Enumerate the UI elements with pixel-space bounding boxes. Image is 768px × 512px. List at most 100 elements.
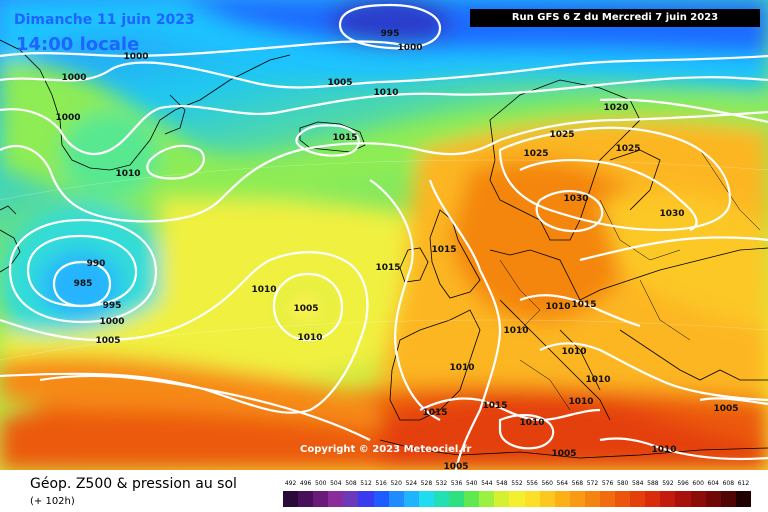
- isobar-label: 1005: [95, 336, 121, 346]
- color-scale-swatch: [615, 491, 631, 507]
- color-scale-swatch: [539, 491, 555, 507]
- forecast-date: Dimanche 11 juin 2023: [14, 12, 195, 28]
- isobar-label: 1010: [373, 88, 399, 98]
- color-scale-swatch: [494, 491, 510, 507]
- color-scale-swatch: [388, 491, 404, 507]
- isobar-label: 995: [102, 301, 122, 311]
- isobar-label: 1010: [503, 326, 529, 336]
- color-scale-label: 592: [662, 480, 674, 487]
- isobar-label: 1005: [293, 304, 319, 314]
- isobar-label: 1005: [551, 449, 577, 459]
- color-scale-label: 588: [647, 480, 659, 487]
- color-scale-swatch: [464, 491, 480, 507]
- isobar-label: 1015: [375, 263, 401, 273]
- isobar-label: 1015: [482, 401, 508, 411]
- color-scale-labels: 492 496 500 504 508 512 516 520 524 528 532 536 540 5…: [283, 480, 751, 490]
- color-scale-swatch: [660, 491, 676, 507]
- color-scale-swatch: [554, 491, 570, 507]
- geopotential-field: [0, 0, 768, 470]
- color-scale-label: 596: [677, 480, 689, 487]
- isobar-label: 1010: [545, 302, 571, 312]
- color-scale-swatch: [524, 491, 540, 507]
- color-scale-label: 568: [571, 480, 584, 487]
- copyright-notice: Copyright © 2023 Meteociel.fr: [300, 444, 472, 455]
- isobar-label: 1010: [651, 445, 677, 455]
- color-scale-label: 520: [390, 480, 402, 487]
- isobar-label: 1010: [449, 363, 475, 373]
- isobar-label: 1010: [115, 169, 141, 179]
- color-scale-swatch: [328, 491, 344, 507]
- color-scale-label: 500: [315, 480, 327, 487]
- color-scale-label: 512: [360, 480, 372, 487]
- isobar-label: 1015: [422, 408, 448, 418]
- color-scale-swatch: [569, 491, 585, 507]
- color-scale-swatch: [283, 491, 299, 507]
- color-scale-label: 536: [450, 480, 463, 487]
- color-scale-label: 544: [481, 480, 493, 487]
- isobars: [0, 3, 768, 470]
- color-scale-label: 492: [284, 480, 297, 487]
- color-scale-label: 604: [707, 480, 719, 487]
- weather-map: [0, 0, 768, 470]
- color-scale-label: 496: [299, 480, 312, 487]
- isobar-label: 1010: [568, 397, 594, 407]
- color-scale-label: 508: [345, 480, 357, 487]
- isobar-label: 985: [73, 279, 93, 289]
- color-scale-swatch: [645, 491, 661, 507]
- color-scale-label: 612: [737, 480, 750, 487]
- isobar-label: 1010: [585, 375, 611, 385]
- color-scale-swatch: [313, 491, 329, 507]
- color-scale-label: 572: [586, 480, 599, 487]
- isobar-label: 1030: [563, 194, 589, 204]
- isobar-label: 1010: [561, 347, 587, 357]
- isobar-label: 1010: [519, 418, 545, 428]
- isobar-label: 1025: [615, 144, 641, 154]
- color-scale-swatch: [584, 491, 600, 507]
- isobar-label: 1000: [123, 52, 149, 62]
- color-scale-label: 552: [511, 480, 523, 487]
- variable-title: Géop. Z500 & pression au sol: [30, 476, 237, 492]
- lead-time: (+ 102h): [30, 496, 75, 507]
- color-scale-swatch: [720, 491, 736, 507]
- isobar-label: 1025: [523, 149, 549, 159]
- color-scale-label: 524: [405, 480, 418, 487]
- color-scale: 492 496 500 504 508 512 516 520 524 528 532 536 540 5…: [283, 480, 751, 510]
- color-scale-label: 528: [420, 480, 433, 487]
- color-scale-label: 608: [722, 480, 735, 487]
- isobar-label: 1005: [713, 404, 739, 414]
- isobar-label: 1010: [251, 285, 277, 295]
- color-scale-swatch: [735, 491, 751, 507]
- color-scale-swatch: [630, 491, 646, 507]
- color-scale-label: 540: [465, 480, 478, 487]
- color-scale-swatches: [283, 491, 751, 507]
- isobar-label: 1030: [659, 209, 685, 219]
- color-scale-label: 584: [632, 480, 644, 487]
- color-scale-swatch: [403, 491, 419, 507]
- color-scale-swatch: [705, 491, 721, 507]
- isobar-label: 1000: [99, 317, 125, 327]
- color-scale-label: 576: [601, 480, 614, 487]
- isobar-label: 1000: [397, 43, 423, 53]
- color-scale-label: 504: [330, 480, 342, 487]
- color-scale-label: 532: [435, 480, 448, 487]
- color-scale-label: 564: [556, 480, 569, 487]
- color-scale-swatch: [298, 491, 314, 507]
- color-scale-swatch: [479, 491, 495, 507]
- isobar-label: 1000: [61, 73, 87, 83]
- color-scale-label: 580: [616, 480, 629, 487]
- isobar-label: 1000: [55, 113, 81, 123]
- color-scale-label: 516: [375, 480, 387, 487]
- isobar-label: 1015: [431, 245, 457, 255]
- isobar-label: 995: [380, 29, 400, 39]
- color-scale-label: 600: [692, 480, 704, 487]
- isobar-label: 1005: [443, 462, 469, 472]
- isobar-label: 990: [86, 259, 106, 269]
- isobar-label: 1015: [571, 300, 597, 310]
- isobar-label: 1005: [327, 78, 353, 88]
- color-scale-swatch: [690, 491, 706, 507]
- isobar-label: 1015: [332, 133, 358, 143]
- color-scale-swatch: [343, 491, 359, 507]
- forecast-time: 14:00 locale: [16, 34, 140, 55]
- color-scale-swatch: [358, 491, 374, 507]
